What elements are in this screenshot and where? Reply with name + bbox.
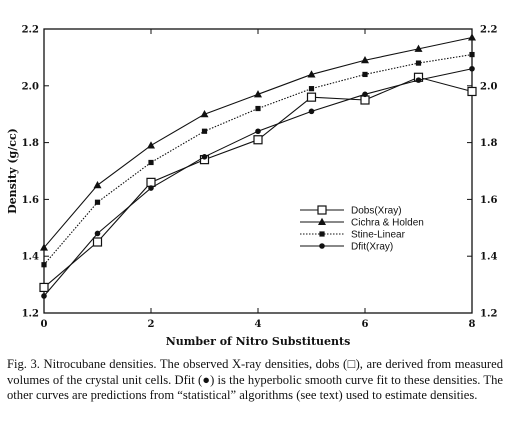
data-point [360,95,370,105]
data-point [467,86,477,97]
data-point [415,60,422,66]
data-point [362,91,368,98]
x-tick-label: 2 [148,319,155,330]
x-tick-label: 0 [41,319,48,330]
y-tick-label-left: 1.2 [22,309,39,320]
data-point [41,262,47,268]
data-point [41,293,47,299]
data-point [148,185,154,191]
data-point [469,65,475,72]
data-point [200,110,209,118]
y-tick-label-left: 2.2 [22,25,39,36]
legend-marker [319,243,325,249]
x-tick-label: 4 [255,319,262,330]
y-axis-title: Density (g/cc) [6,128,19,214]
legend-marker [319,231,325,237]
y-tick-label-right: 2.0 [480,81,497,92]
data-point [255,105,261,112]
x-tick-label: 6 [362,319,369,330]
legend-label: Stine-Linear [351,230,406,241]
legend-label: Dfit(Xray) [351,242,393,253]
data-point [39,282,49,293]
data-point [253,135,263,145]
plot-frame [43,28,473,314]
data-point [146,177,156,187]
y-tick-label-right: 1.8 [480,138,497,149]
data-point [201,128,208,134]
legend-marker [317,205,327,215]
series-line [43,68,473,297]
y-tick-label-left: 1.6 [22,195,39,206]
data-point [415,77,422,83]
data-point [469,51,475,58]
data-point [306,92,317,102]
y-tick-label-right: 1.6 [480,195,497,206]
series-layer [39,33,477,299]
data-point [94,230,101,237]
data-point [308,108,315,115]
density-chart: 0 2 4 6 8 1.2 1.2 1.4 1.4 1.6 1.6 1.8 1.8 2.0 2.0 2.2 2.… [6,25,498,349]
y-tick-label-right: 1.4 [480,252,497,263]
y-tick-label-right: 2.2 [480,25,497,36]
data-point [201,154,208,160]
y-tick-label-right: 1.2 [480,309,497,320]
data-point [307,70,316,78]
data-point [414,44,423,52]
legend-label: Cichra & Holden [351,218,424,229]
data-point [92,237,103,247]
x-axis-title: Number of Nitro Substituents [166,335,351,348]
legend-label: Dobs(Xray) [351,206,402,217]
axis-ticks: 0 2 4 6 8 1.2 1.2 1.4 1.4 1.6 1.6 1.8 1.8 2.0 2.0 2.2 2.… [22,25,498,331]
y-tick-label-left: 1.4 [22,252,39,263]
x-tick-label: 8 [469,319,476,330]
data-point [254,90,262,98]
series-2 [41,51,475,268]
data-point [361,56,369,64]
data-point [40,243,48,251]
y-tick-label-left: 2.0 [22,81,39,92]
data-point [93,181,102,189]
data-point [308,86,315,92]
legend-marker [318,217,326,225]
data-point [255,128,261,135]
data-point [468,33,476,41]
y-tick-label-left: 1.8 [22,138,39,149]
data-point [94,199,101,205]
series-line [43,54,473,266]
data-point [362,71,368,78]
figure-caption: Fig. 3. Nitrocubane densities. The obser… [7,357,503,403]
data-point [148,159,154,166]
series-3 [41,65,475,299]
legend: Dobs(Xray)Cichra & HoldenStine-LinearDfi… [300,205,424,253]
data-point [147,141,155,149]
series-1 [40,33,476,251]
